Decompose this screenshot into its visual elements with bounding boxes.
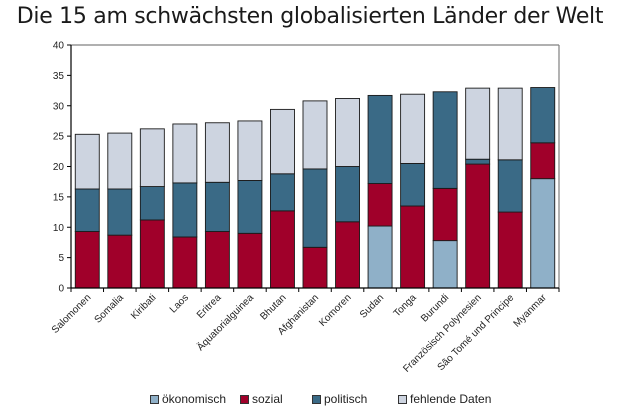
y-tick-label: 0 (58, 284, 64, 295)
bar-segment-ökonomisch (367, 225, 393, 289)
bar-segment-fehlende-daten (139, 128, 165, 187)
bar-segment-sozial (172, 236, 198, 289)
bar-segment-politisch (172, 182, 198, 238)
bar-segment-politisch (139, 186, 165, 221)
bar-segment-sozial (204, 231, 230, 289)
x-category-label: Somalia (93, 292, 127, 326)
x-category-label: Myanmar (512, 292, 550, 330)
legend-swatch-fehlende-daten (398, 394, 407, 404)
legend-swatch-politisch (312, 394, 321, 404)
legend-label: ökonomisch (162, 392, 227, 406)
y-tick-label: 15 (53, 192, 65, 203)
bar-segment-sozial (530, 142, 556, 180)
legend-label: sozial (252, 392, 283, 406)
legend-item-politisch: politisch (312, 392, 398, 406)
bar-segment-fehlende-daten (237, 120, 263, 181)
bar-segment-sozial (107, 234, 133, 289)
bar-segment-politisch (400, 163, 426, 207)
bar-segment-politisch (335, 166, 360, 223)
bar-segment-sozial (367, 183, 393, 227)
bar-segment-ökonomisch (432, 240, 458, 289)
bar-segment-politisch (107, 188, 133, 236)
chart-title: Die 15 am schwächsten globalisierten Län… (16, 4, 604, 29)
bar-segment-fehlende-daten (302, 100, 328, 170)
y-tick-label: 25 (53, 132, 65, 143)
bar-segment-politisch (432, 91, 458, 189)
legend-label: politisch (324, 392, 368, 406)
legend: ökonomisch sozial politisch fehlende Dat… (150, 392, 491, 406)
bar-segment-sozial (237, 232, 263, 289)
bar-segment-fehlende-daten (74, 133, 100, 190)
bar-segment-sozial (335, 221, 360, 289)
bar-segment-fehlende-daten (335, 98, 360, 167)
bar-segment-sozial (400, 205, 426, 289)
bar-segment-sozial (302, 246, 328, 289)
bar-segment-politisch (367, 94, 393, 184)
bar-segment-fehlende-daten (270, 108, 295, 175)
y-tick-label: 30 (53, 101, 65, 112)
bar-segment-fehlende-daten (204, 122, 230, 183)
legend-item-fehlende-daten: fehlende Daten (398, 392, 491, 406)
y-tick-label: 35 (53, 71, 65, 82)
x-category-label: Kiribati (129, 292, 158, 321)
y-tick-label: 40 (53, 41, 65, 52)
bar-segment-sozial (139, 219, 165, 289)
x-category-label: Tonga (392, 292, 419, 319)
x-category-label: Laos (168, 292, 191, 315)
y-tick-label: 5 (58, 253, 64, 264)
bar-segment-fehlende-daten (465, 87, 491, 160)
bar-segment-politisch (530, 87, 556, 144)
bar-segment-sozial (270, 210, 295, 289)
bar-segment-politisch (204, 181, 230, 232)
bar-segment-fehlende-daten (497, 87, 523, 161)
legend-swatch-sozial (240, 394, 249, 404)
bar-segment-fehlende-daten (172, 123, 198, 184)
y-tick-label: 10 (53, 223, 65, 234)
x-category-label: Komoren (317, 292, 353, 328)
bar-segment-politisch (497, 159, 523, 213)
x-category-label: Äquatorialguinea (194, 291, 256, 353)
bar-segment-sozial (74, 231, 100, 289)
legend-label: fehlende Daten (410, 392, 492, 406)
legend-swatch-oekonomisch (150, 394, 159, 404)
bar-segment-fehlende-daten (107, 132, 133, 190)
bar-segment-ökonomisch (530, 178, 556, 289)
legend-item-oekonomisch: ökonomisch (150, 392, 240, 406)
legend-item-sozial: sozial (240, 392, 312, 406)
bar-segment-politisch (465, 158, 491, 165)
bar-segment-sozial (497, 211, 523, 289)
x-category-label: Sudan (358, 292, 386, 320)
bar-segment-sozial (465, 163, 491, 289)
bar-segment-politisch (237, 180, 263, 234)
y-tick-label: 20 (53, 162, 65, 173)
x-category-label: Bhutan (258, 292, 288, 322)
bar-segment-politisch (74, 188, 100, 232)
bar-segment-fehlende-daten (400, 93, 426, 164)
x-category-label: Eritrea (195, 292, 224, 321)
bar-segment-sozial (432, 187, 458, 242)
x-category-label: Salomonen (50, 292, 94, 336)
bar-segment-politisch (270, 173, 295, 212)
bar-segment-politisch (302, 168, 328, 248)
x-category-label: Burundi (419, 292, 451, 324)
